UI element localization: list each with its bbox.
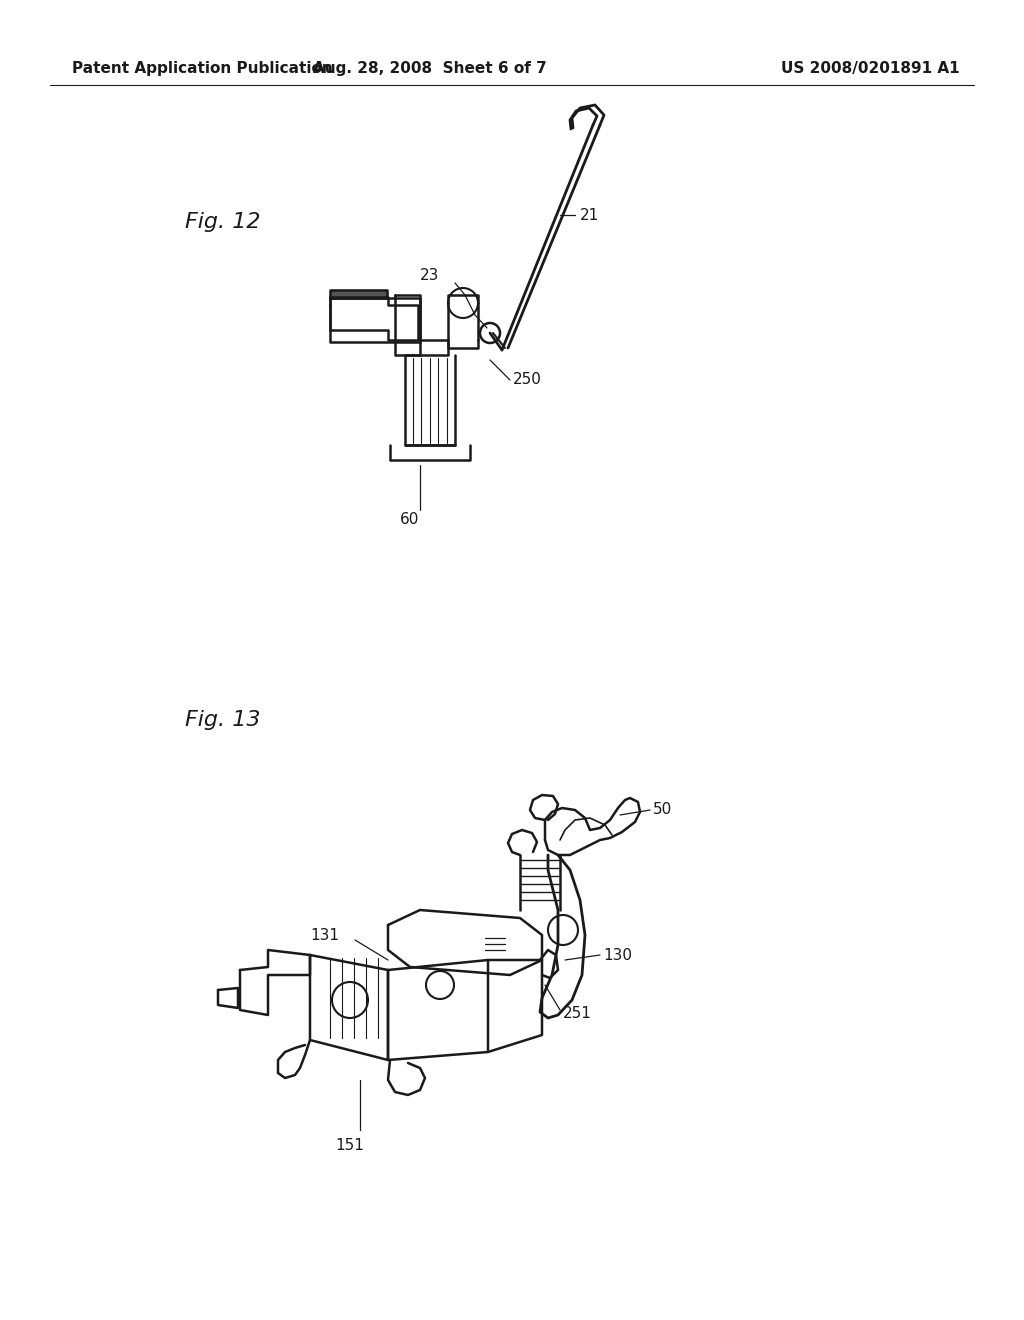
Text: US 2008/0201891 A1: US 2008/0201891 A1 (781, 61, 961, 75)
Text: 23: 23 (420, 268, 439, 282)
Text: 251: 251 (563, 1006, 592, 1020)
Text: 151: 151 (335, 1138, 364, 1152)
Text: Aug. 28, 2008  Sheet 6 of 7: Aug. 28, 2008 Sheet 6 of 7 (313, 61, 547, 75)
Text: 21: 21 (580, 207, 599, 223)
Text: 250: 250 (513, 372, 542, 388)
Text: 60: 60 (400, 512, 420, 528)
Text: Patent Application Publication: Patent Application Publication (72, 61, 333, 75)
Text: Fig. 12: Fig. 12 (185, 213, 260, 232)
Text: 130: 130 (603, 948, 632, 962)
Text: 50: 50 (653, 803, 672, 817)
Text: Fig. 13: Fig. 13 (185, 710, 260, 730)
Text: 131: 131 (310, 928, 339, 942)
Polygon shape (330, 290, 387, 298)
